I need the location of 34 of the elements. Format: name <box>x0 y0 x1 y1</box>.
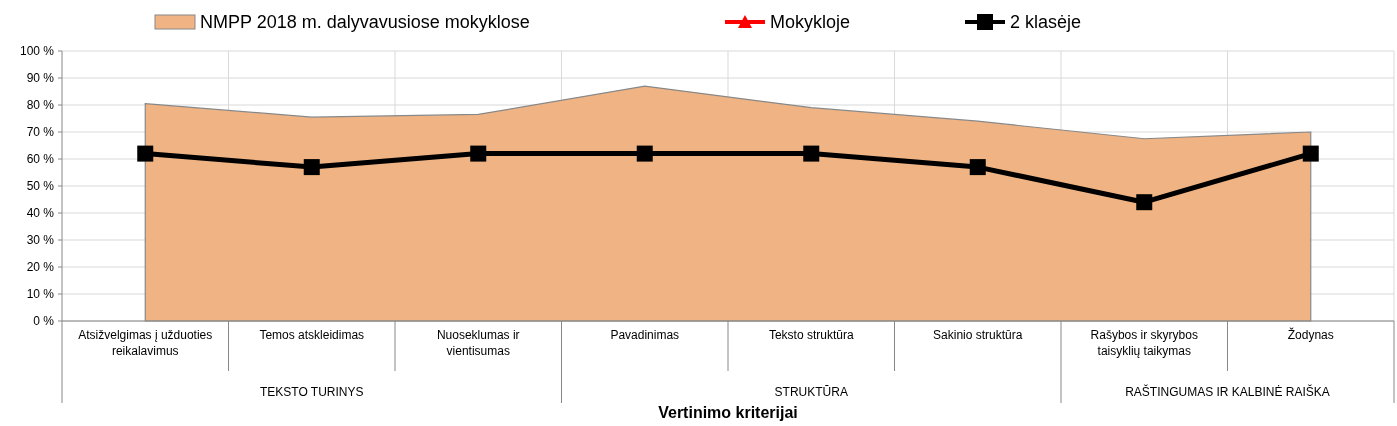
point <box>470 145 487 162</box>
point <box>303 159 320 176</box>
y-tick-label: 70 % <box>26 125 55 140</box>
x-tick-label: Atsižvelgimas į užduoties reikalavimus <box>78 328 213 358</box>
x-tick-label: Žodynas <box>1287 327 1334 342</box>
y-tick-label: 30 % <box>26 233 55 248</box>
y-tick-label: 40 % <box>26 206 55 221</box>
text: RAŠTINGUMAS IR KALBINĖ RAIŠKA <box>1125 384 1330 399</box>
legend-label: Mokykloje <box>770 12 851 33</box>
y-tick-label: 60 % <box>26 152 55 167</box>
legend-label: 2 klasėje <box>1010 12 1082 33</box>
text: STRUKTŪRA <box>774 385 848 399</box>
x-tick-label: Sakinio struktūra <box>933 328 1023 342</box>
point <box>636 145 653 162</box>
y-tick-label: 80 % <box>26 98 55 113</box>
x-tick-label: Nuoseklumas ir vientisumas <box>436 328 520 358</box>
y-tick-label: 50 % <box>26 179 55 194</box>
legend-label: NMPP 2018 m. dalyvavusiose mokyklose <box>200 12 530 33</box>
x-tick-label: Pavadinimas <box>610 328 680 342</box>
point <box>803 145 820 162</box>
point <box>969 159 986 176</box>
x-axis-title: Vertinimo kriterijai <box>658 404 798 421</box>
x-tick-label: Temos atskleidimas <box>259 328 365 342</box>
point <box>137 145 154 162</box>
x-tick-label: Rašybos ir skyrybos taisyklių taikymas <box>1090 328 1198 358</box>
x-tick-label: Teksto struktūra <box>768 328 854 342</box>
y-tick-label: 100 % <box>19 44 55 59</box>
y-tick-label: 20 % <box>26 260 55 275</box>
text: TEKSTO TURINYS <box>259 385 364 399</box>
y-tick-label: 90 % <box>26 71 55 86</box>
point <box>1302 145 1319 162</box>
point <box>1136 194 1153 211</box>
y-tick-label: 10 % <box>26 287 55 302</box>
y-tick-label: 0 % <box>33 314 55 329</box>
